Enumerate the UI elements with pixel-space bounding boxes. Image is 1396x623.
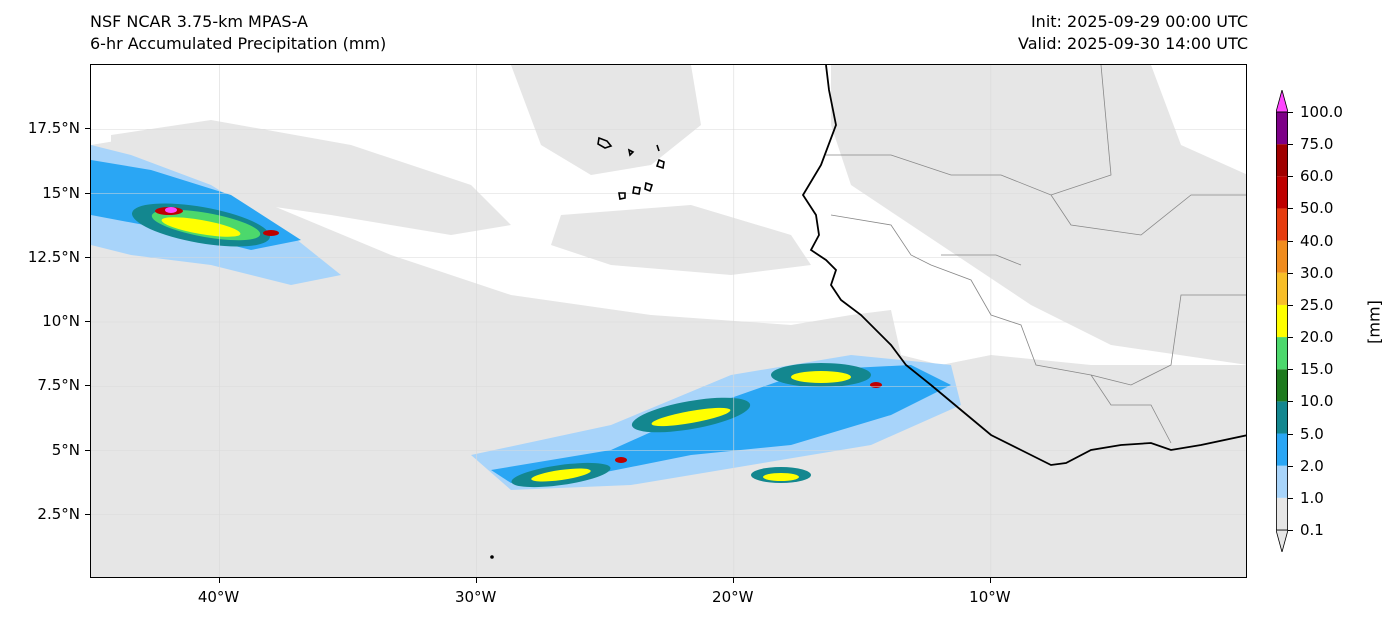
- colorbar-tick: [1288, 208, 1293, 210]
- precip-area-gray: [91, 135, 1246, 577]
- y-tick: [85, 128, 90, 130]
- colorbar-swatch: [1276, 497, 1288, 530]
- colorbar-level-label: 2.0: [1300, 456, 1324, 475]
- west-africa-coastline: [801, 65, 1246, 466]
- colorbar-level-label: 15.0: [1300, 360, 1334, 379]
- y-tick: [85, 385, 90, 387]
- lat-tick-label: 2.5°N: [37, 504, 80, 523]
- island-dot: [490, 555, 494, 559]
- lat-tick-label: 15°N: [42, 183, 80, 202]
- colorbar-swatch: [1276, 401, 1288, 434]
- colorbar-swatch: [1276, 144, 1288, 177]
- colorbar-swatch: [1276, 465, 1288, 498]
- lon-tick-label: 10°W: [969, 588, 1011, 606]
- lon-tick-label: 20°W: [712, 588, 754, 606]
- colorbar: [1275, 88, 1289, 554]
- y-tick: [85, 449, 90, 451]
- colorbar-level-label: 10.0: [1300, 392, 1334, 411]
- colorbar-level-label: 5.0: [1300, 424, 1324, 443]
- colorbar-swatch: [1276, 337, 1288, 370]
- x-tick: [218, 578, 220, 583]
- precip-cell-yellow: [531, 468, 591, 482]
- colorbar-swatch: [1276, 240, 1288, 273]
- x-tick: [989, 578, 991, 583]
- precip-area-gray: [831, 65, 1246, 365]
- colorbar-tick: [1288, 497, 1293, 499]
- colorbar-outline: [1276, 111, 1288, 531]
- x-tick: [475, 578, 477, 583]
- colorbar-tick: [1288, 530, 1293, 531]
- colorbar-tick: [1288, 465, 1293, 467]
- colorbar-swatch: [1276, 112, 1288, 145]
- colorbar-level-label: 20.0: [1300, 328, 1334, 347]
- colorbar-swatch: [1276, 304, 1288, 338]
- colorbar-tick: [1288, 176, 1293, 178]
- init-time: Init: 2025-09-29 00:00 UTC: [1030, 12, 1248, 31]
- colorbar-tick: [1288, 272, 1293, 274]
- y-tick: [85, 321, 90, 322]
- precip-cell-red: [615, 457, 627, 463]
- lat-tick-label: 7.5°N: [37, 376, 80, 395]
- colorbar-units: [mm]: [1364, 300, 1384, 344]
- colorbar-level-label: 60.0: [1300, 167, 1334, 186]
- x-tick: [732, 578, 734, 583]
- colorbar-swatch: [1276, 433, 1288, 466]
- colorbar-tick: [1288, 369, 1293, 371]
- country-border-line: [826, 65, 1246, 444]
- y-tick: [85, 256, 90, 258]
- precip-area-blue: [491, 365, 951, 483]
- lat-tick-label: 10°N: [42, 312, 80, 330]
- model-title: NSF NCAR 3.75-km MPAS-A: [90, 12, 308, 31]
- colorbar-extend-low: [1275, 529, 1289, 554]
- precipitation-map: [91, 65, 1246, 577]
- colorbar-tick: [1288, 144, 1293, 146]
- light-precip-regions: [91, 65, 1246, 577]
- colorbar-level-label: 100.0: [1300, 103, 1343, 121]
- colorbar-swatch: [1276, 272, 1288, 305]
- colorbar-level-label: 30.0: [1300, 263, 1334, 282]
- colorbar-tick: [1288, 337, 1293, 339]
- colorbar-tick: [1288, 433, 1293, 435]
- colorbar-tick: [1288, 112, 1293, 113]
- colorbar-swatches: [1275, 88, 1289, 554]
- country-borders: [826, 65, 1246, 444]
- field-title: 6-hr Accumulated Precipitation (mm): [90, 34, 387, 53]
- precip-cell-red: [870, 382, 882, 388]
- precip-cell-yellow: [651, 407, 731, 427]
- y-tick: [85, 513, 90, 515]
- precip-cell-red: [263, 230, 279, 236]
- lat-tick-label: 12.5°N: [27, 247, 80, 266]
- colorbar-extend-high: [1275, 88, 1289, 113]
- precip-cell-yellow: [763, 473, 799, 481]
- colorbar-level-label: 1.0: [1300, 488, 1324, 507]
- precip-area-gray: [511, 65, 701, 175]
- colorbar-tick: [1288, 304, 1293, 306]
- precip-cell-yellow: [791, 371, 851, 383]
- precip-cell-magenta: [165, 207, 177, 213]
- lon-tick-label: 30°W: [454, 588, 497, 606]
- colorbar-tick: [1288, 240, 1293, 242]
- colorbar-level-label: 40.0: [1300, 231, 1334, 250]
- map-panel: [90, 64, 1247, 578]
- lon-tick-label: 40°W: [197, 588, 240, 606]
- y-tick: [85, 192, 90, 194]
- colorbar-swatch: [1276, 176, 1288, 209]
- colorbar-tick: [1288, 401, 1293, 403]
- precip-area-gray: [551, 205, 811, 275]
- colorbar-level-label: 50.0: [1300, 199, 1334, 218]
- colorbar-swatch: [1276, 369, 1288, 402]
- colorbar-swatch: [1276, 208, 1288, 241]
- colorbar-level-label: 0.1: [1300, 521, 1324, 539]
- heavy-precip-cells: [131, 203, 882, 488]
- colorbar-level-label: 75.0: [1300, 135, 1334, 154]
- coastlines: [597, 65, 1246, 466]
- precip-area-gray: [111, 120, 511, 235]
- valid-time: Valid: 2025-09-30 14:00 UTC: [1017, 34, 1248, 53]
- precip-cell-yellow: [161, 217, 241, 237]
- lat-tick-label: 17.5°N: [27, 119, 80, 138]
- cape-verde-islands: [597, 136, 665, 200]
- gridlines: [91, 65, 1246, 577]
- colorbar-level-label: 25.0: [1300, 295, 1334, 314]
- lat-tick-label: 5°N: [51, 440, 80, 459]
